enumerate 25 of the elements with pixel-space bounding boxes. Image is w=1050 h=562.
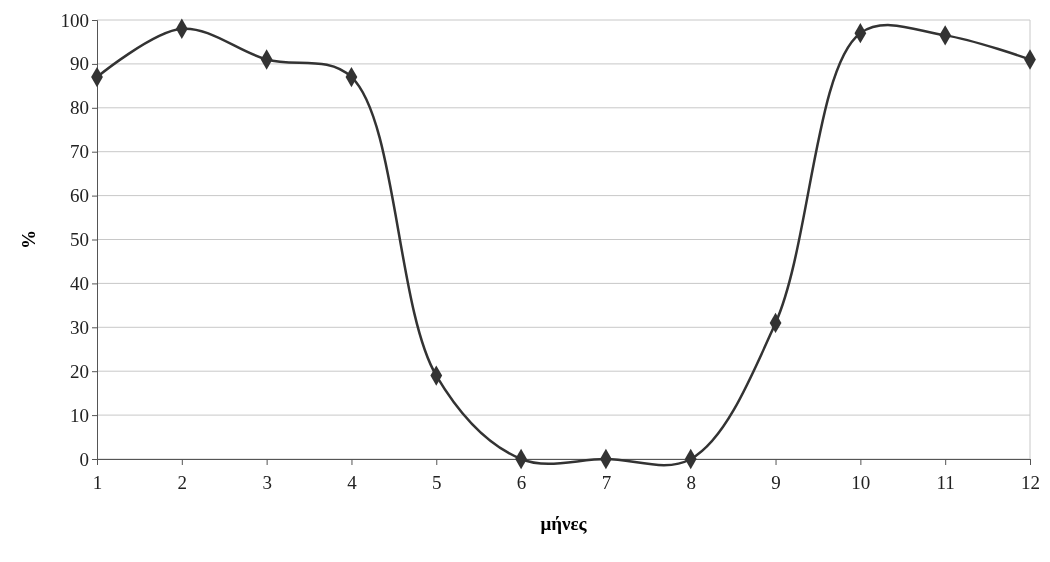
x-tick-label: 4 <box>347 471 358 493</box>
y-tick-label: 60 <box>70 185 89 207</box>
y-axis-title: % <box>18 230 39 249</box>
x-tick-label: 7 <box>601 471 612 493</box>
x-tick-label: 6 <box>516 471 527 493</box>
y-tick-label: 100 <box>60 9 89 31</box>
y-tick-label: 80 <box>70 97 89 119</box>
y-tick-label: 50 <box>70 229 89 251</box>
y-tick-label: 30 <box>70 316 89 338</box>
y-tick-label: 40 <box>70 272 89 294</box>
x-tick-label: 5 <box>432 471 442 493</box>
y-tick-label: 70 <box>70 141 89 163</box>
y-tick-label: 0 <box>79 448 89 470</box>
y-tick-label: 10 <box>70 404 89 426</box>
x-axis-title: μήνες <box>540 513 588 534</box>
x-tick-label: 12 <box>1021 471 1040 493</box>
y-tick-label: 90 <box>70 53 89 75</box>
x-tick-label: 10 <box>851 471 871 493</box>
x-tick-label: 11 <box>936 471 955 493</box>
x-tick-label: 1 <box>92 471 103 493</box>
x-tick-label: 9 <box>771 471 781 493</box>
x-tick-label: 3 <box>262 471 272 493</box>
y-tick-label: 20 <box>70 360 89 382</box>
x-tick-label: 2 <box>177 471 188 493</box>
x-tick-label: 8 <box>686 471 696 493</box>
